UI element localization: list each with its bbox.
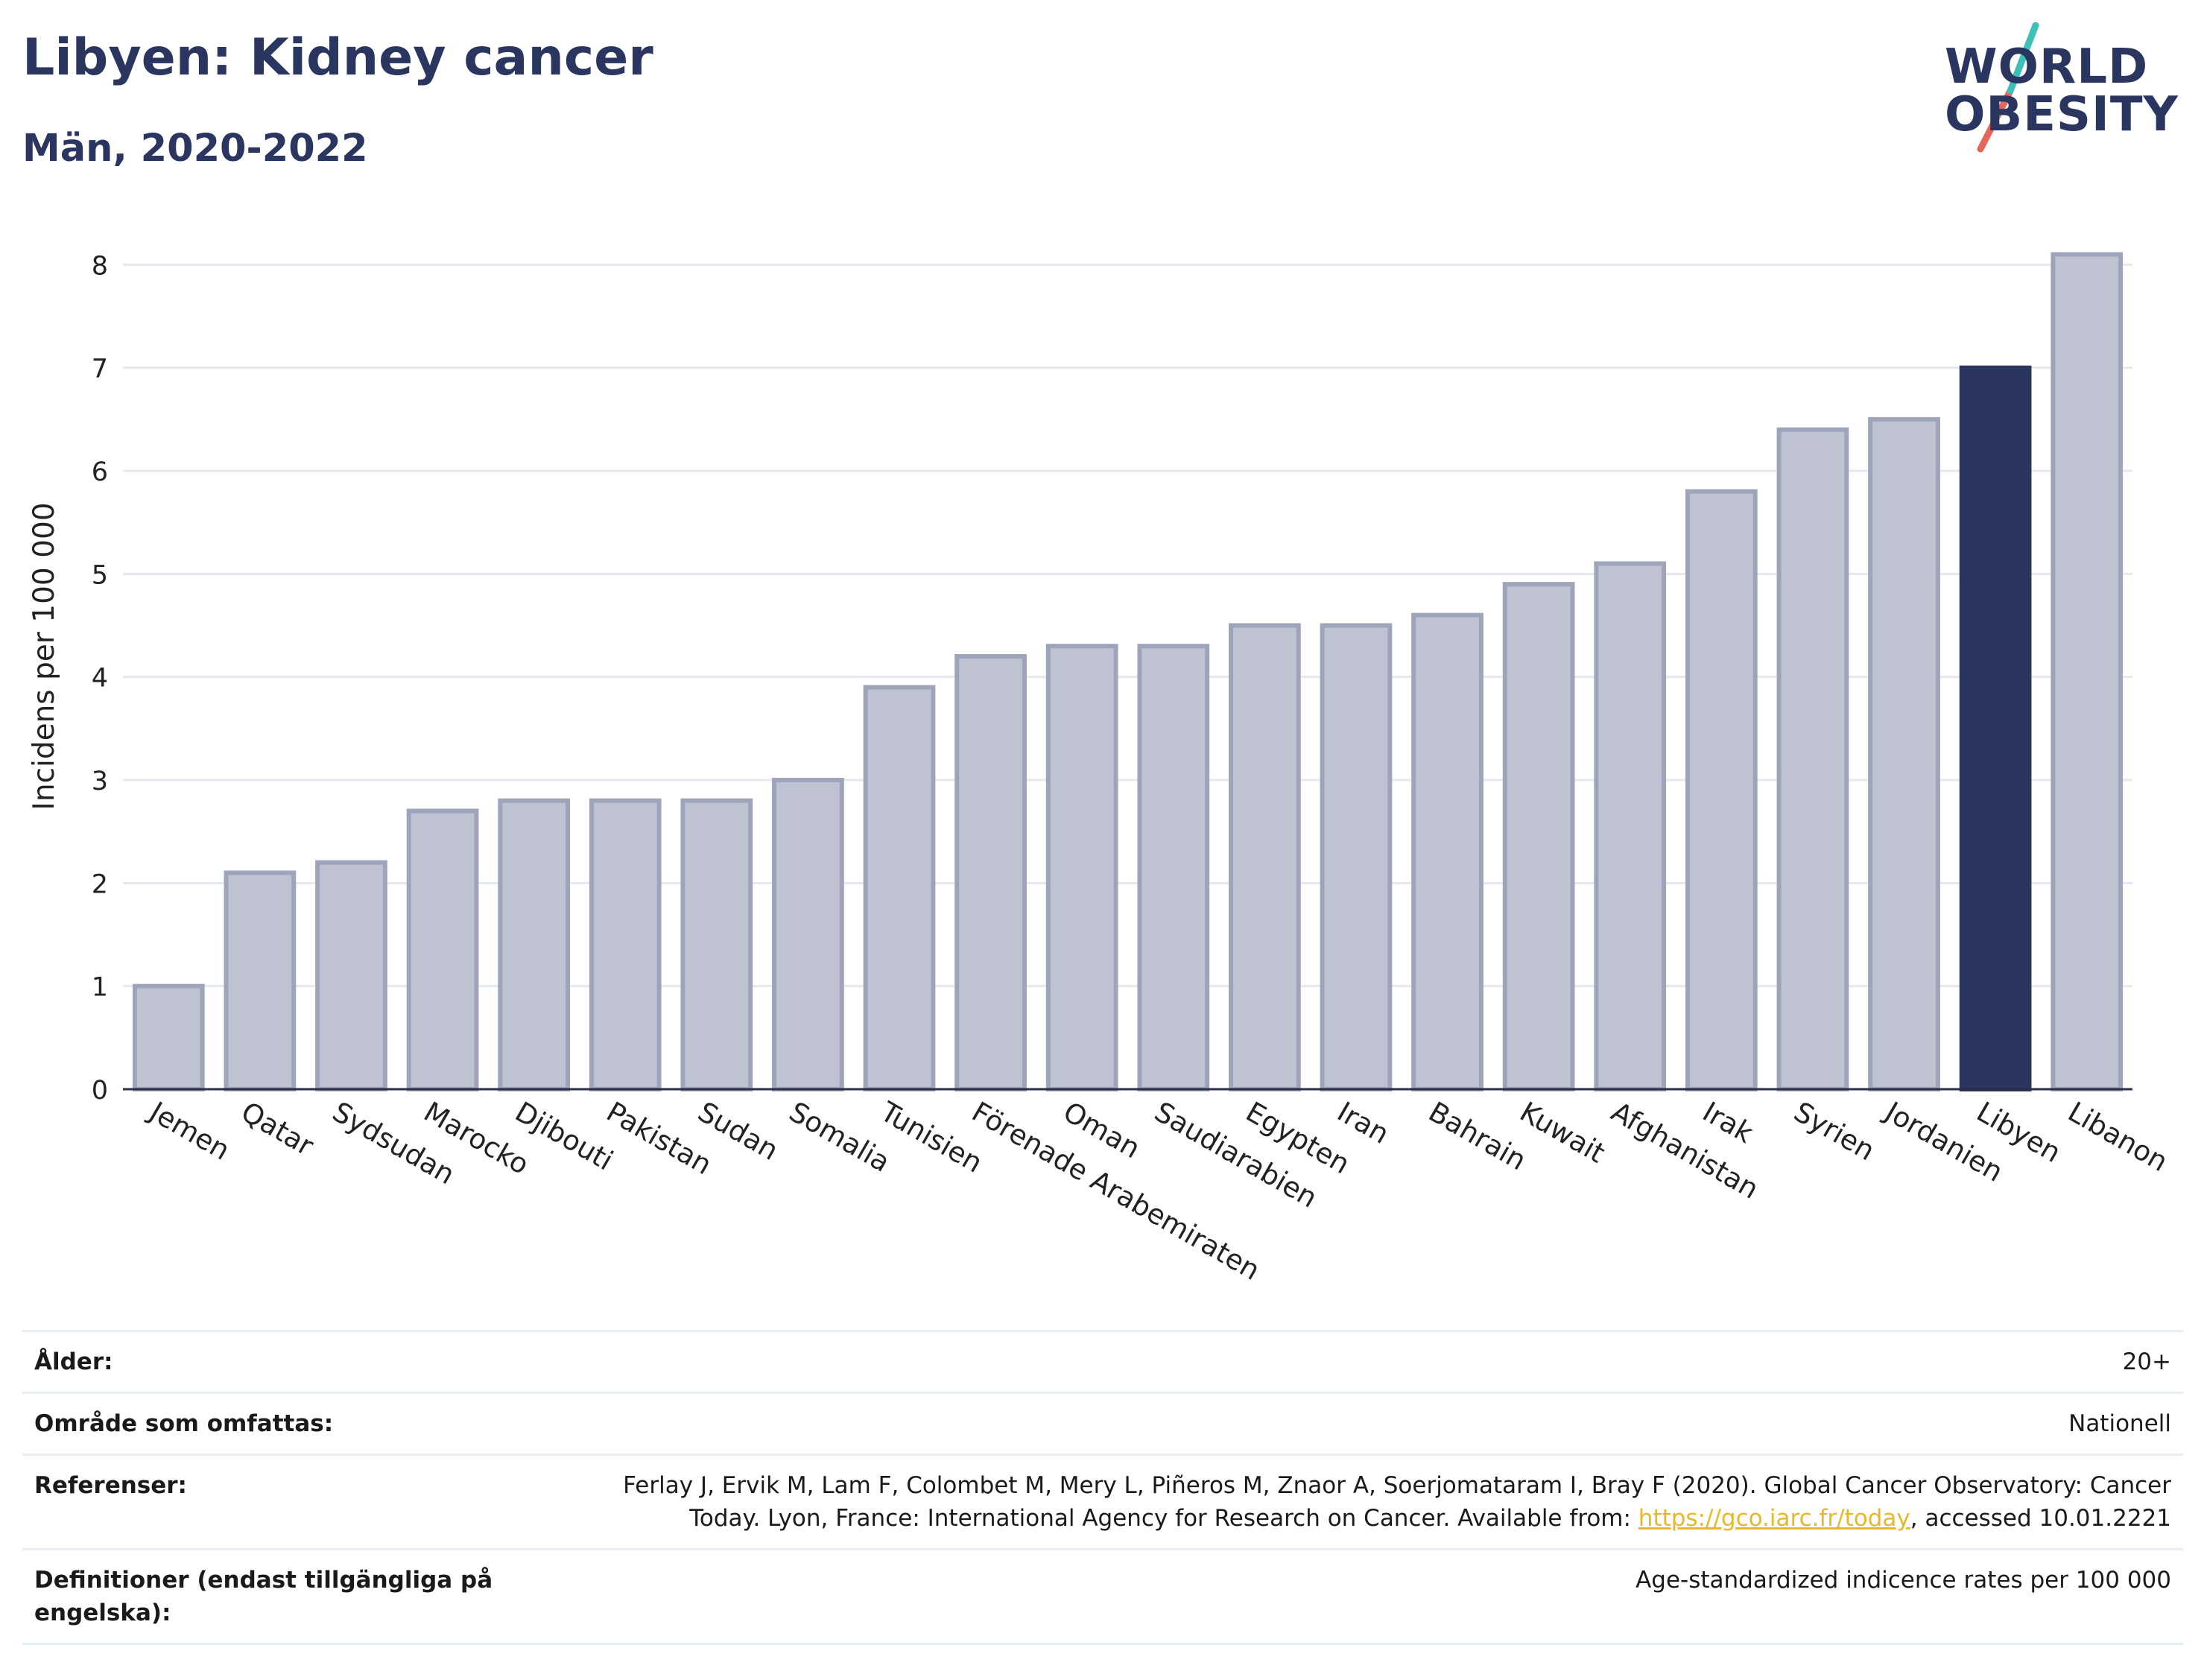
bar-sydsudan [315,860,387,1091]
bar-marocko [406,808,479,1091]
x-tick-label: Qatar [235,1096,319,1163]
references-label: Referenser: [34,1472,187,1499]
x-tick-label: Bahrain [1423,1096,1531,1177]
meta-row-references: Referenser: Ferlay J, Ervik M, Lam F, Co… [22,1454,2183,1548]
bar-somalia [772,778,844,1091]
bar-libanon [2051,252,2124,1091]
definitions-value: Age-standardized indicence rates per 100… [1635,1567,2171,1594]
bar-qatar [224,870,297,1091]
logo-slash-icon [1977,22,2039,153]
world-obesity-logo: WORLD OBESITY [1945,22,2191,156]
area-label: Område som omfattas: [34,1410,334,1437]
chart-subtitle: Män, 2020-2022 [22,127,368,171]
bar-jemen [132,983,205,1091]
bar-syrien [1776,427,1849,1091]
y-tick-label: 1 [92,973,108,1003]
bar-chart: 0 1 2 3 4 5 6 7 8 Jemen Qatar SydsudanMarockoDjibo… [28,251,2173,1287]
bar-jordanien [1868,416,1940,1091]
x-tick-label: Libanon [2062,1096,2173,1179]
area-value: Nationell [2068,1410,2171,1437]
y-tick-label: 8 [92,251,108,281]
bar-saudiarabien [1137,644,1210,1091]
chart-title: Libyen: Kidney cancer [22,28,653,87]
references-value: Ferlay J, Ervik M, Lam F, Colombet M, Me… [562,1469,2183,1535]
meta-row-age: Ålder: 20+ [22,1330,2183,1392]
y-tick-label: 4 [92,664,108,694]
bar-tunisien [863,685,936,1091]
logo-word-obesity: OBESITY [1945,87,2179,142]
x-tick-label: Iran [1331,1096,1394,1150]
age-label: Ålder: [34,1348,113,1375]
x-tick-label: Irak [1697,1096,1759,1150]
bar-pakistan [589,798,662,1091]
bar-bahrain [1411,612,1483,1091]
metadata-table: Ålder: 20+ Område som omfattas: Nationel… [22,1330,2183,1645]
bars [132,252,2124,1091]
bar-egypten [1229,623,1301,1091]
logo-word-world: WORLD [1945,39,2149,95]
x-tick-labels: Jemen Qatar SydsudanMarockoDjiboutiPakista… [143,1095,2173,1287]
y-axis-title: Incidens per 100 000 [28,502,61,810]
bar-irak [1685,489,1758,1091]
x-tick-label: Jemen [143,1095,235,1167]
meta-row-definitions: Definitioner (endast tillgängliga på eng… [22,1548,2183,1645]
references-text-part1: Ferlay J, Ervik M, Lam F, Colombet M, Me… [623,1472,2171,1532]
y-tick-labels: 0 1 2 3 4 5 6 7 8 [92,251,108,1106]
y-tick-label: 7 [92,355,108,384]
references-text-part2: , accessed 10.01.2221 [1910,1505,2171,1532]
bar-oman [1045,644,1118,1091]
x-tick-label: Somalia [784,1096,896,1179]
bar-kuwait [1502,582,1575,1091]
y-tick-label: 5 [92,560,108,590]
bar-sudan [680,798,753,1091]
y-tick-label: 3 [92,767,108,796]
x-tick-label: Pakistan [601,1096,718,1182]
age-value: 20+ [2122,1348,2171,1375]
definitions-label: Definitioner (endast tillgängliga på eng… [34,1567,493,1626]
y-tick-label: 2 [92,869,108,899]
x-tick-label: Tunisien [875,1095,988,1179]
x-tick-label: Kuwait [1515,1096,1611,1170]
bar-libyen [1959,365,2032,1091]
meta-row-area: Område som omfattas: Nationell [22,1392,2183,1454]
bar-förenade-arabemiraten [954,654,1027,1091]
y-tick-label: 0 [92,1076,108,1106]
bar-djibouti [498,798,571,1091]
y-tick-label: 6 [92,457,108,487]
x-tick-label: Syrien [1788,1096,1880,1167]
references-link[interactable]: https://gco.iarc.fr/today [1638,1505,1910,1532]
bar-afghanistan [1594,561,1667,1091]
bar-iran [1320,623,1393,1091]
